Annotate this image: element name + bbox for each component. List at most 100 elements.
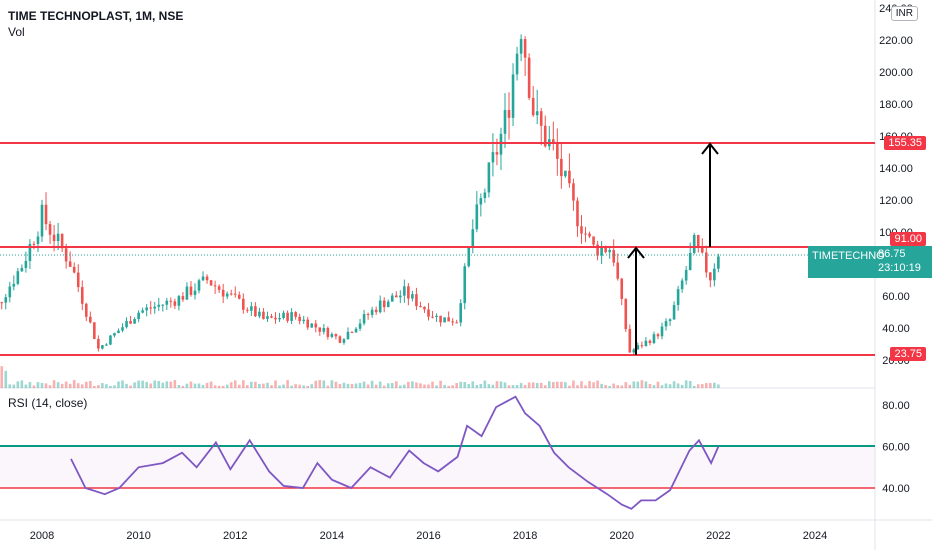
volume-bar bbox=[270, 385, 273, 388]
volume-label[interactable]: Vol bbox=[8, 25, 25, 39]
candle-body bbox=[121, 327, 124, 331]
candle-body bbox=[242, 298, 245, 310]
volume-bar bbox=[64, 381, 68, 388]
volume-bar bbox=[201, 385, 205, 388]
volume-bar bbox=[447, 385, 450, 388]
candle-body bbox=[56, 233, 60, 242]
volume-bar bbox=[459, 381, 463, 388]
volume-bar bbox=[652, 385, 656, 388]
time-tick: 2020 bbox=[610, 530, 634, 542]
candle-body bbox=[129, 320, 132, 324]
volume-bar bbox=[399, 385, 402, 388]
candle-body bbox=[326, 327, 330, 337]
volume-bar bbox=[600, 383, 603, 388]
candle-body bbox=[676, 289, 680, 306]
currency-button[interactable]: INR bbox=[890, 6, 918, 21]
volume-bar bbox=[326, 385, 330, 388]
candle-body bbox=[145, 307, 148, 311]
bar-countdown: 23:10:19 bbox=[878, 262, 921, 274]
candle-body bbox=[447, 317, 450, 322]
volume-bar bbox=[60, 383, 64, 388]
volume-bar bbox=[527, 382, 531, 388]
volume-bar bbox=[12, 384, 16, 388]
candle-body bbox=[358, 323, 362, 329]
candle-body bbox=[93, 322, 96, 339]
volume-bar bbox=[346, 383, 350, 388]
volume-bar bbox=[692, 385, 696, 388]
volume-bar bbox=[487, 384, 491, 388]
volume-bar bbox=[539, 382, 543, 388]
candle-body bbox=[290, 312, 293, 321]
candle-body bbox=[572, 183, 575, 201]
candle-body bbox=[20, 267, 24, 272]
volume-bar bbox=[495, 381, 499, 388]
candle-body bbox=[419, 306, 422, 308]
candle-body bbox=[700, 247, 704, 253]
volume-bar bbox=[455, 383, 458, 388]
volume-bar bbox=[20, 380, 24, 388]
rsi-band bbox=[0, 446, 875, 488]
candle-body bbox=[298, 316, 301, 322]
candle-body bbox=[632, 349, 636, 353]
volume-bar bbox=[68, 383, 72, 388]
candle-body bbox=[157, 304, 161, 307]
volume-bar bbox=[246, 385, 249, 388]
candle-body bbox=[246, 309, 249, 311]
time-tick: 2010 bbox=[126, 530, 150, 542]
price-tick: 220.00 bbox=[879, 35, 913, 47]
volume-bar bbox=[451, 385, 454, 388]
volume-bar bbox=[390, 383, 394, 388]
volume-bar bbox=[125, 383, 128, 388]
candle-body bbox=[189, 286, 193, 295]
volume-bar bbox=[286, 380, 289, 388]
candle-body bbox=[233, 293, 237, 295]
candle-body bbox=[12, 283, 16, 287]
candle-body bbox=[427, 309, 430, 317]
candle-body bbox=[688, 252, 692, 271]
candle-body bbox=[205, 276, 209, 281]
candle-body bbox=[181, 296, 185, 300]
volume-bar bbox=[403, 384, 406, 388]
rsi-label[interactable]: RSI (14, close) bbox=[8, 396, 88, 410]
candle-body bbox=[113, 333, 116, 336]
volume-bar bbox=[342, 382, 346, 388]
candle-body bbox=[604, 246, 607, 253]
volume-bar bbox=[149, 383, 153, 388]
volume-bar bbox=[197, 383, 201, 388]
candle-body bbox=[612, 250, 615, 263]
volume-bar bbox=[664, 383, 668, 388]
candle-body bbox=[463, 266, 467, 304]
volume-bar bbox=[680, 384, 684, 388]
candle-body bbox=[511, 74, 515, 118]
candle-body bbox=[193, 290, 197, 295]
candle-body bbox=[28, 243, 32, 261]
volume-bar bbox=[258, 383, 261, 388]
volume-bar bbox=[523, 384, 527, 388]
arrow-up-1[interactable] bbox=[627, 246, 645, 355]
candle-body bbox=[568, 170, 571, 184]
volume-bar bbox=[543, 385, 547, 388]
candle-body bbox=[266, 316, 269, 319]
volume-bar bbox=[700, 384, 704, 388]
symbol-title[interactable]: TIME TECHNOPLAST, 1M, NSE bbox=[8, 9, 184, 23]
candle-body bbox=[636, 345, 640, 350]
volume-bar bbox=[713, 382, 716, 388]
volume-bar bbox=[32, 385, 36, 388]
candle-body bbox=[153, 306, 157, 309]
candle-body bbox=[696, 235, 700, 248]
arrow-up-2[interactable] bbox=[701, 142, 719, 247]
volume-bar bbox=[229, 382, 233, 388]
volume-bar bbox=[193, 383, 197, 388]
time-axis[interactable]: 2008 2010 2012 2014 2016 2018 2020 2022 2024 bbox=[30, 530, 827, 542]
volume-bar bbox=[205, 382, 209, 388]
rsi-axis[interactable]: 80.00 60.00 40.00 bbox=[882, 400, 910, 495]
volume-bar bbox=[584, 385, 587, 388]
candle-body bbox=[515, 53, 519, 75]
candle-body bbox=[556, 143, 559, 159]
volume-bar bbox=[394, 381, 398, 388]
volume-bar bbox=[592, 382, 595, 388]
volume-bar bbox=[547, 381, 551, 388]
volume-bar bbox=[76, 383, 80, 388]
price-axis[interactable]: 240.00220.00200.00180.00160.00140.00120.… bbox=[879, 3, 913, 367]
